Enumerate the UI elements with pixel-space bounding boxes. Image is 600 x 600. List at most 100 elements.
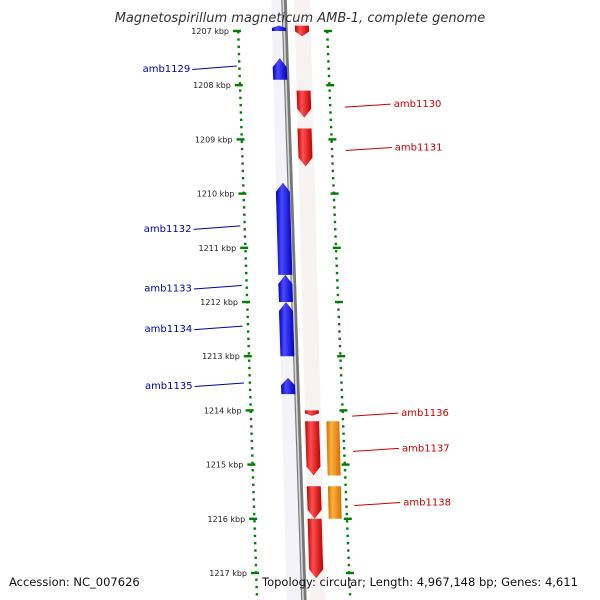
scale-dot xyxy=(345,498,348,501)
scale-dot xyxy=(248,374,251,377)
leader-amb1138 xyxy=(354,502,401,507)
scale-dot xyxy=(340,396,344,399)
scale-dot xyxy=(346,534,349,538)
feature-plus-4 xyxy=(307,518,324,579)
scale-dot xyxy=(338,337,341,340)
scale-dot xyxy=(247,337,250,340)
scale-dot xyxy=(338,330,341,333)
scale-dot xyxy=(343,469,347,472)
scale-dots xyxy=(237,31,352,596)
scale-dot xyxy=(334,235,337,238)
scale-dot xyxy=(250,425,253,428)
scale-dot xyxy=(253,520,256,523)
scale-dot xyxy=(241,162,244,165)
scale-dot xyxy=(326,38,329,41)
scale-label: 1215 kbp xyxy=(206,461,244,470)
gene-amb1131 xyxy=(297,128,313,167)
tick-right xyxy=(335,300,343,304)
scale-dot xyxy=(238,89,242,92)
scale-dot xyxy=(343,461,346,465)
scale-dot xyxy=(255,593,259,596)
scale-dot xyxy=(250,439,254,443)
scale-ticks: 1207 kbp 1208 kbp 1209 kbp 1210 kbp 1211 kbp… xyxy=(191,27,354,578)
scale-dot xyxy=(335,257,338,260)
gene-amb1137 xyxy=(305,421,321,476)
tick-left xyxy=(245,409,254,412)
scale-dot xyxy=(333,220,337,224)
leader-amb1132 xyxy=(193,225,241,230)
feature-minus-0 xyxy=(271,25,286,31)
tick-left xyxy=(247,463,256,466)
gene-amb1135 xyxy=(280,377,296,395)
scale-label: 1217 kbp xyxy=(209,569,247,578)
scale-dot xyxy=(244,250,247,253)
tick-right xyxy=(337,355,346,358)
scale-dot xyxy=(330,133,333,136)
scale-dot xyxy=(345,520,349,523)
scale-dot xyxy=(347,549,350,552)
label-amb1134: amb1134 xyxy=(145,324,193,335)
gene-amb1134 xyxy=(279,302,295,357)
tick-right xyxy=(328,138,337,141)
scale-dot xyxy=(344,490,348,494)
label-amb1129: amb1129 xyxy=(143,64,191,75)
tick-left xyxy=(236,138,245,141)
tick-right xyxy=(346,571,354,575)
scale-dot xyxy=(251,476,255,479)
leader-amb1135 xyxy=(194,382,244,388)
tick-right xyxy=(326,84,335,87)
scale-label: 1212 kbp xyxy=(200,298,238,307)
tick-left xyxy=(251,571,259,575)
scale-dot xyxy=(250,447,254,450)
scale-dot xyxy=(334,250,338,253)
tick-right xyxy=(341,463,350,466)
scale-dot xyxy=(334,228,337,231)
scale-dot xyxy=(330,140,333,143)
scale-dot xyxy=(251,454,254,457)
scale-dot xyxy=(347,556,350,559)
scale-dot xyxy=(239,96,242,100)
leader-amb1131 xyxy=(345,147,392,152)
scale-dot xyxy=(239,111,243,114)
scale-dot xyxy=(348,593,352,596)
scale-dot xyxy=(342,439,346,443)
scale-dot xyxy=(242,206,246,209)
scale-dot xyxy=(336,286,339,289)
scale-dot xyxy=(331,162,334,165)
leader-amb1129 xyxy=(192,65,237,70)
backbone-highlight xyxy=(282,0,304,600)
scale-dot xyxy=(254,549,257,552)
scale-dot xyxy=(243,213,246,216)
scale-dot xyxy=(341,410,344,413)
label-amb1130: amb1130 xyxy=(394,99,442,110)
scale-dot xyxy=(243,228,246,231)
scale-dot xyxy=(238,74,241,78)
scale-dot xyxy=(237,45,240,48)
scale-dot xyxy=(245,279,248,282)
scale-dot xyxy=(247,344,250,348)
scale-dot xyxy=(346,527,349,530)
gene-amb1129 xyxy=(272,58,288,80)
scale-dot xyxy=(327,74,331,78)
tick-right xyxy=(339,409,348,412)
scale-dot xyxy=(340,381,343,384)
scale-dot xyxy=(252,490,255,494)
tick-right xyxy=(343,517,352,520)
scale-dot xyxy=(238,67,241,70)
scale-dot xyxy=(241,177,245,180)
scale-label: 1211 kbp xyxy=(198,244,236,253)
scale-dot xyxy=(253,527,256,530)
tick-left xyxy=(240,246,249,249)
scale-dot xyxy=(331,155,334,158)
scale-dot xyxy=(344,476,347,479)
scale-dot xyxy=(336,293,340,297)
scale-dot xyxy=(238,60,241,63)
scale-dot xyxy=(255,578,258,581)
scale-dot xyxy=(336,279,339,282)
scale-dot xyxy=(337,323,341,326)
scale-dot xyxy=(245,293,249,297)
scale-dot xyxy=(329,111,332,114)
scale-dot xyxy=(240,125,243,129)
scale-dot xyxy=(237,52,241,56)
scale-dot xyxy=(239,118,243,121)
